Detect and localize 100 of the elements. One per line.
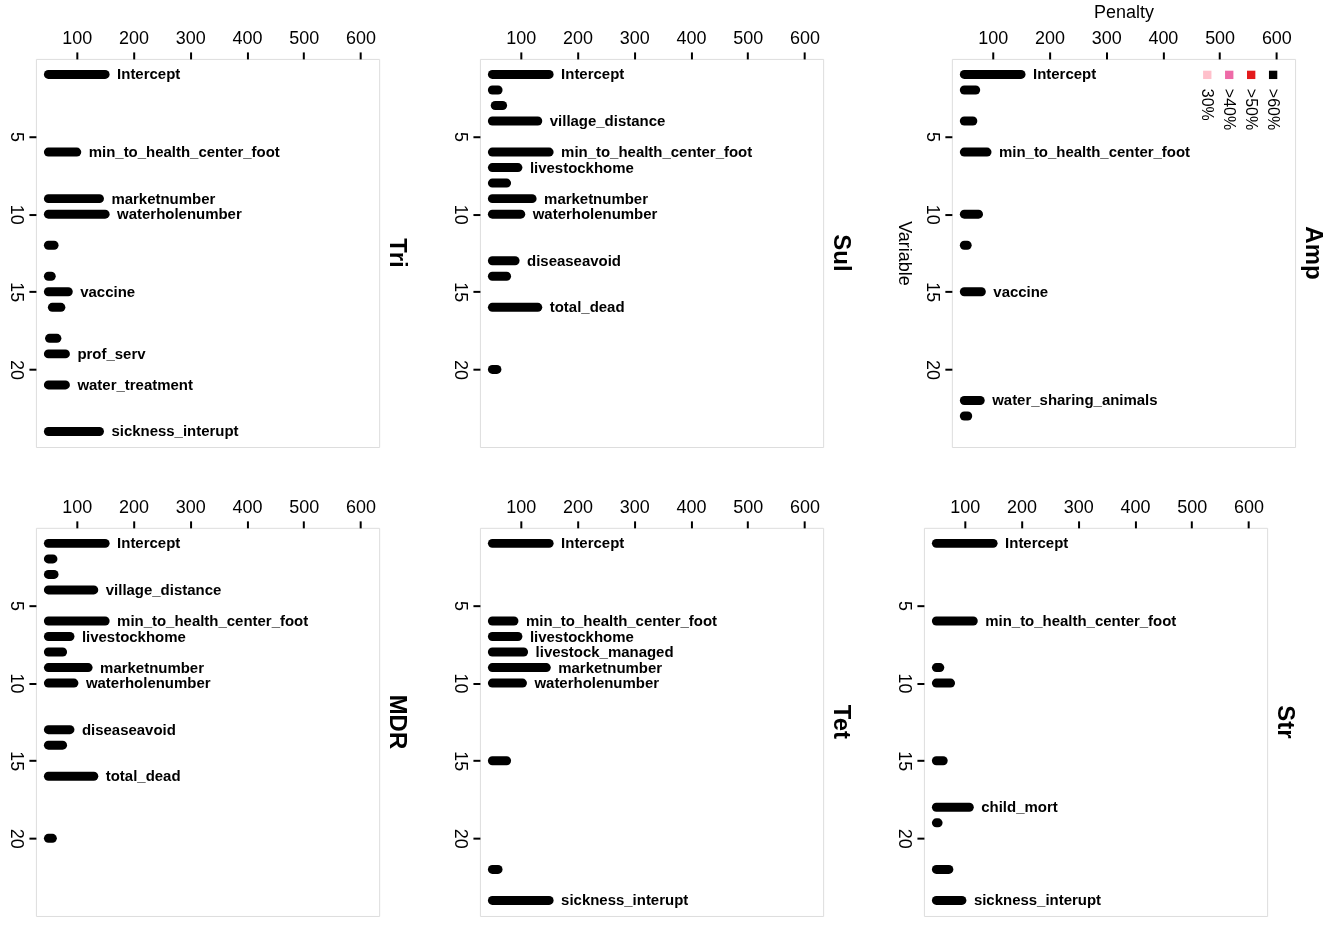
text: Amp — [1301, 226, 1326, 280]
y-tick-label: 10 — [451, 673, 472, 694]
x-tick-label: 400 — [676, 28, 707, 49]
data-label: village_distance — [105, 580, 222, 598]
legend-label: 30% — [1199, 88, 1217, 121]
legend-label: >60% — [1265, 88, 1283, 131]
data-label: min_to_health_center_foot — [561, 143, 753, 161]
data-label: diseaseavoid — [527, 251, 621, 269]
y-tick-label: 15 — [7, 282, 28, 303]
y-tick-label: 10 — [7, 204, 28, 225]
x-tick-label: 100 — [62, 28, 93, 49]
y-tick-label: 15 — [923, 282, 944, 303]
x-tick-label: 400 — [1148, 28, 1179, 49]
data-label: village_distance — [549, 111, 666, 129]
data-label: vaccine — [80, 282, 136, 300]
data-label: total_dead — [105, 767, 181, 785]
y-tick-label: 15 — [895, 751, 916, 772]
data-label: Intercept — [1033, 65, 1097, 83]
data-label: Intercept — [561, 65, 625, 83]
y-tick-label: 10 — [895, 673, 916, 694]
data-label: total_dead — [549, 298, 625, 316]
x-tick-label: 300 — [1091, 28, 1122, 49]
x-tick-label: 600 — [345, 28, 376, 49]
x-tick-label: 200 — [563, 497, 593, 518]
x-tick-label: 100 — [506, 497, 537, 518]
x-tick-label: 300 — [619, 28, 650, 49]
x-tick-label: 600 — [1233, 497, 1264, 518]
y-tick-label: 15 — [451, 282, 472, 303]
data-label: livestock_managed — [535, 643, 674, 661]
y-tick-label: 10 — [923, 204, 944, 225]
x-tick-label: 400 — [232, 28, 263, 49]
y-tick-label: 20 — [7, 359, 28, 380]
data-label: marketnumber — [100, 658, 205, 676]
x-tick-label: 100 — [506, 28, 537, 49]
x-tick-label: 300 — [619, 497, 650, 518]
y-tick-label: 20 — [923, 359, 944, 380]
data-label: waterholenumber — [84, 674, 211, 692]
y-tick-label: 20 — [451, 359, 472, 380]
x-tick-label: 200 — [119, 497, 149, 518]
x-tick-label: 200 — [1034, 28, 1065, 49]
y-tick-label: 5 — [7, 600, 28, 611]
x-axis-title: Penalty — [1094, 2, 1154, 23]
data-label: sickness_interupt — [111, 422, 239, 440]
text: Str — [1273, 705, 1301, 739]
y-tick-label: 10 — [451, 204, 472, 225]
data-label: diseaseavoid — [81, 720, 176, 738]
data-label: sickness_interupt — [973, 891, 1102, 909]
x-tick-label: 400 — [232, 497, 263, 518]
y-axis-title: Variable — [895, 221, 916, 286]
x-tick-label: 600 — [1261, 28, 1292, 49]
x-tick-label: 600 — [789, 28, 820, 49]
y-tick-label: 5 — [895, 600, 916, 611]
text: Tri — [385, 238, 413, 268]
x-tick-label: 300 — [1063, 497, 1094, 518]
data-label: min_to_health_center_foot — [998, 143, 1191, 161]
data-label: prof_serv — [77, 344, 147, 362]
x-tick-label: 500 — [289, 28, 320, 49]
x-tick-label: 500 — [1205, 28, 1236, 49]
x-tick-label: 500 — [1177, 497, 1208, 518]
x-tick-label: 400 — [676, 497, 707, 518]
data-label: vaccine — [993, 282, 1049, 300]
data-label: livestockhome — [81, 627, 186, 645]
x-tick-label: 600 — [789, 497, 820, 518]
data-label: marketnumber — [544, 189, 649, 207]
y-tick-label: 15 — [451, 751, 472, 772]
text: MDR — [385, 694, 413, 750]
data-label: water_sharing_animals — [991, 391, 1158, 409]
data-label: livestockhome — [529, 158, 634, 176]
y-tick-label: 15 — [7, 751, 28, 772]
x-tick-label: 300 — [175, 497, 206, 518]
data-label: livestockhome — [529, 627, 634, 645]
x-tick-label: 300 — [175, 28, 206, 49]
data-label: Intercept — [1005, 534, 1069, 552]
data-label: water_treatment — [76, 375, 193, 393]
legend-label: >40% — [1221, 88, 1239, 131]
x-tick-label: 500 — [733, 28, 764, 49]
data-label: waterholenumber — [531, 205, 658, 223]
x-tick-label: 100 — [62, 497, 93, 518]
data-label: marketnumber — [111, 189, 216, 207]
text: Tet — [829, 704, 857, 739]
data-label: min_to_health_center_foot — [985, 611, 1177, 629]
x-tick-label: 500 — [733, 497, 764, 518]
x-tick-label: 100 — [978, 28, 1009, 49]
y-tick-label: 20 — [895, 828, 916, 849]
y-tick-label: 10 — [7, 673, 28, 694]
x-tick-label: 200 — [563, 28, 593, 49]
y-tick-label: 5 — [451, 132, 472, 143]
y-tick-label: 20 — [451, 828, 472, 849]
x-tick-label: 500 — [289, 497, 320, 518]
text: Sul — [829, 234, 857, 272]
x-tick-label: 200 — [119, 28, 149, 49]
y-tick-label: 5 — [451, 600, 472, 611]
data-label: min_to_health_center_foot — [525, 611, 718, 629]
x-tick-label: 200 — [1007, 497, 1037, 518]
data-label: sickness_interupt — [561, 891, 689, 909]
data-label: min_to_health_center_foot — [117, 611, 309, 629]
data-label: waterholenumber — [116, 205, 242, 223]
data-label: min_to_health_center_foot — [88, 143, 280, 161]
data-label: waterholenumber — [533, 674, 660, 692]
data-label: child_mort — [981, 798, 1058, 816]
